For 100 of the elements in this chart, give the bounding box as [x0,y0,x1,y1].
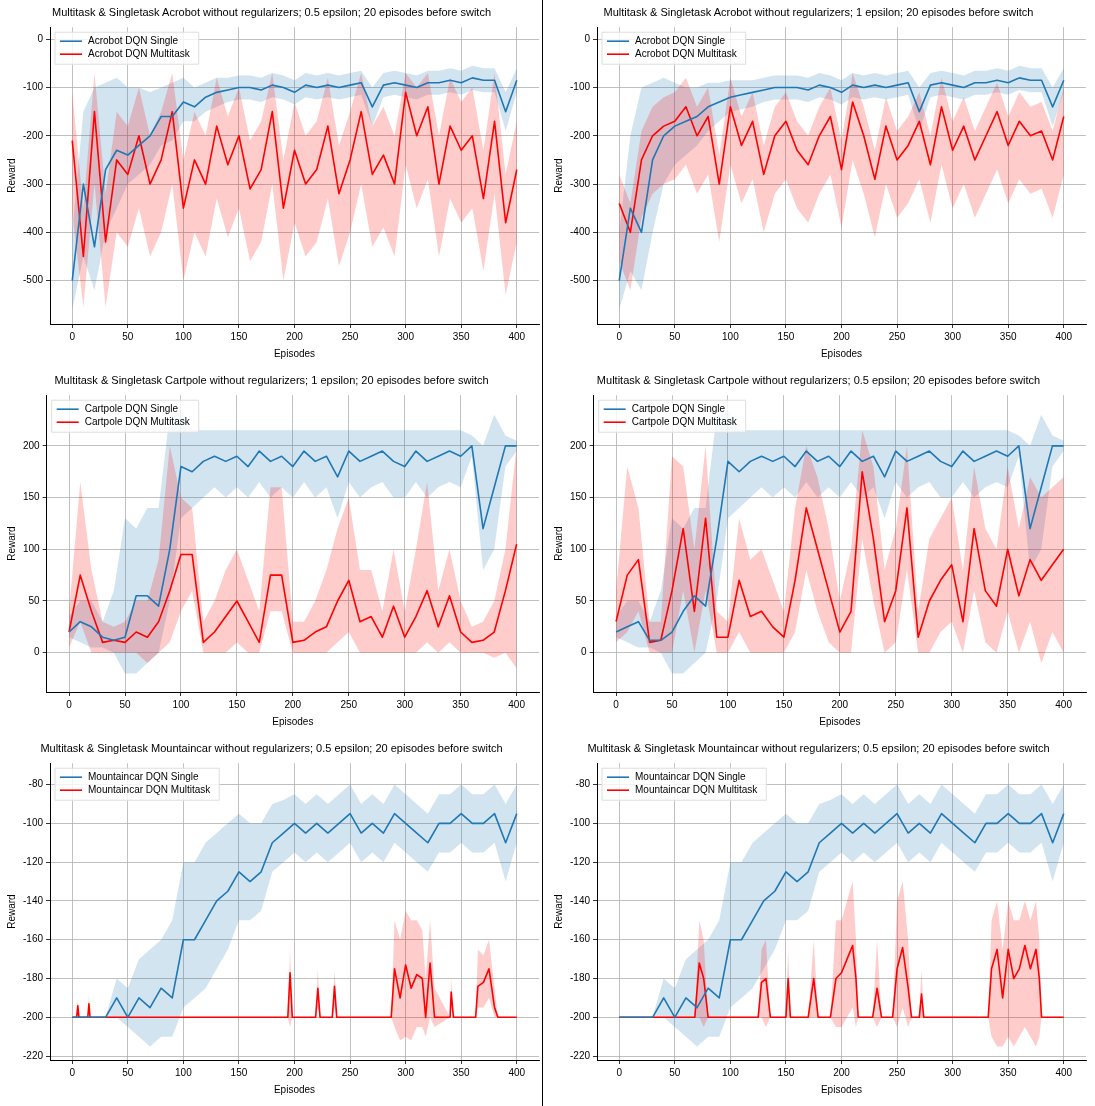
x-tick-label: 250 [341,1066,359,1078]
x-axis-title: Episodes [820,347,863,359]
y-tick-label: -120 [23,855,44,867]
y-tick-label: 0 [37,33,44,45]
x-tick-label: 50 [122,330,134,342]
x-tick-label: 100 [722,1066,740,1078]
x-tick-label: 400 [1055,330,1073,342]
x-tick-label: 50 [119,698,132,710]
legend-label: Mountaincar DQN Multitask [88,783,212,795]
y-tick-label: 150 [23,491,41,503]
y-axis-title: Reward [552,894,564,929]
x-tick-label: 300 [943,698,961,710]
y-tick-label: -200 [23,1011,44,1023]
y-tick-label: -140 [23,894,44,906]
x-tick-label: 400 [1055,698,1073,710]
x-tick-label: 400 [508,698,526,710]
x-tick-label: 0 [69,1066,76,1078]
x-tick-label: 100 [719,698,737,710]
x-axis-title: Episodes [273,347,316,359]
y-tick-label: -180 [570,972,591,984]
y-tick-label: -200 [570,129,591,141]
y-tick-label: 0 [34,646,41,658]
legend-label: Mountaincar DQN Single [88,770,200,782]
y-axis-title: Reward [552,526,564,561]
legend-label: Cartpole DQN Multitask [84,415,191,427]
x-tick-label: 400 [1055,1066,1073,1078]
x-tick-label: 300 [397,330,415,342]
x-tick-label: 150 [230,330,248,342]
y-tick-label: -400 [23,226,44,238]
y-tick-label: 200 [23,439,41,451]
x-tick-label: 250 [888,1066,906,1078]
x-tick-label: 0 [616,330,623,342]
y-tick-label: 100 [23,543,41,555]
legend-label: Acrobot DQN Single [635,34,726,46]
x-tick-label: 150 [228,698,246,710]
y-tick-label: 50 [28,594,41,606]
chart-title: Multitask & Singletask Mountaincar without regularizers; 0.5 epsilon; 20 episodes before switch [587,741,1050,754]
x-axis-title: Episodes [819,715,861,727]
y-tick-label: -300 [23,177,44,189]
x-axis-title: Episodes [272,715,314,727]
y-tick-label: -180 [23,972,44,984]
y-tick-label: 0 [581,646,588,658]
y-tick-label: -140 [570,894,591,906]
y-tick-label: -200 [570,1011,591,1023]
y-tick-label: -220 [570,1049,591,1061]
x-tick-label: 350 [999,330,1017,342]
y-tick-label: -100 [570,81,591,93]
chart-title: Multitask & Singletask Cartpole without regularizers; 0.5 epsilon; 20 episodes before switch [596,373,1041,386]
legend-label: Mountaincar DQN Multitask [635,783,759,795]
x-tick-label: 400 [508,1066,526,1078]
x-tick-label: 100 [172,698,190,710]
chart-title: Multitask & Singletask Cartpole without regularizers; 1 epsilon; 20 episodes before switch [54,373,489,386]
x-tick-label: 250 [341,330,359,342]
legend-label: Cartpole DQN Multitask [631,415,738,427]
x-axis-title: Episodes [820,1083,863,1095]
x-tick-label: 0 [613,698,620,710]
x-tick-label: 200 [831,698,849,710]
x-tick-label: 50 [122,1066,134,1078]
y-tick-label: -220 [23,1049,44,1061]
y-tick-label: -200 [23,129,44,141]
y-tick-label: 100 [570,543,588,555]
x-tick-label: 100 [175,1066,193,1078]
x-tick-label: 250 [888,330,906,342]
x-tick-label: 100 [722,330,740,342]
y-tick-label: -100 [570,817,591,829]
x-tick-label: 250 [340,698,358,710]
legend-label: Cartpole DQN Single [631,402,726,414]
legend-label: Cartpole DQN Single [84,402,179,414]
chart-title: Multitask & Singletask Mountaincar without regularizers; 0.5 epsilon; 20 episodes before switch [40,741,503,754]
y-axis-title: Reward [5,894,17,929]
x-tick-label: 300 [944,330,962,342]
chart-title: Multitask & Singletask Acrobot without regularizers; 1 epsilon; 20 episodes before switch [603,5,1034,18]
y-tick-label: 200 [570,439,588,451]
y-axis-title: Reward [5,158,17,193]
legend-label: Mountaincar DQN Single [635,770,747,782]
y-tick-label: -120 [570,855,591,867]
x-tick-label: 250 [887,698,905,710]
x-tick-label: 200 [286,1066,304,1078]
x-tick-label: 350 [999,1066,1017,1078]
y-tick-label: -300 [570,177,591,189]
y-tick-label: -80 [28,778,44,790]
x-tick-label: 50 [666,698,679,710]
y-tick-label: -400 [570,226,591,238]
x-tick-label: 400 [508,330,526,342]
y-tick-label: 150 [570,491,588,503]
x-tick-label: 150 [230,1066,248,1078]
x-tick-label: 0 [69,330,76,342]
legend-label: Acrobot DQN Multitask [88,47,191,59]
x-tick-label: 300 [397,1066,415,1078]
y-axis-title: Reward [552,158,564,193]
y-tick-label: -160 [23,933,44,945]
x-tick-label: 300 [396,698,414,710]
x-axis-title: Episodes [273,1083,316,1095]
y-axis-title: Reward [5,526,17,561]
y-tick-label: -160 [570,933,591,945]
x-tick-label: 350 [452,330,470,342]
y-tick-label: -80 [575,778,591,790]
chart-title: Multitask & Singletask Acrobot without regularizers; 0.5 epsilon; 20 episodes before switch [51,5,492,18]
x-tick-label: 50 [669,1066,681,1078]
x-tick-label: 300 [944,1066,962,1078]
